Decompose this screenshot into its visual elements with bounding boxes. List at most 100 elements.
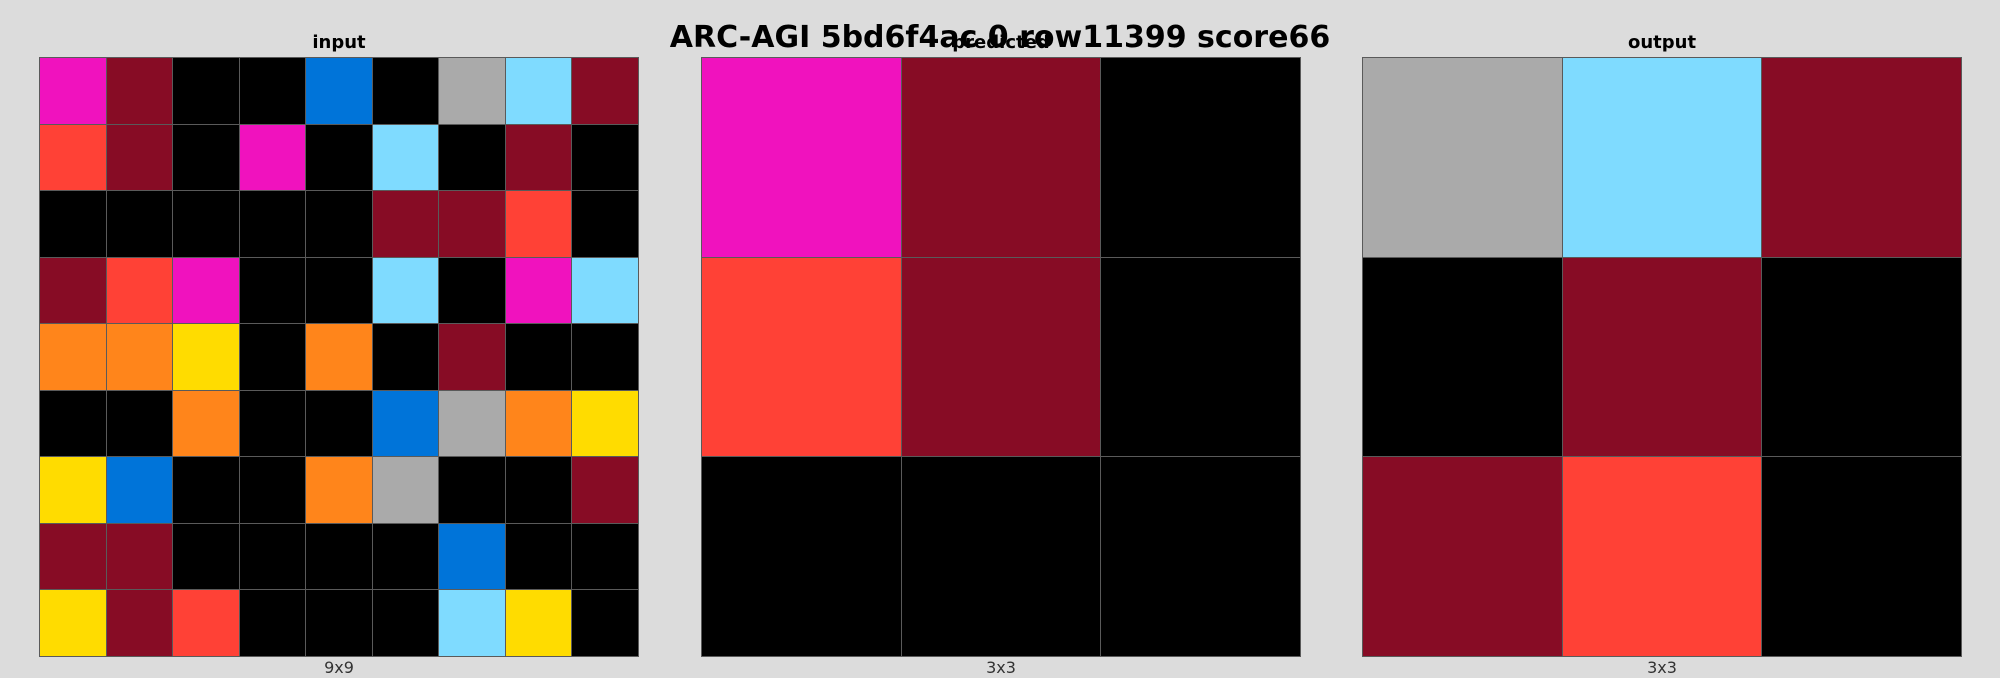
grid-cell [372,523,439,590]
input-grid [39,57,639,657]
grid-cell [1562,58,1762,257]
grid-cell [439,457,505,523]
grid-cell [505,523,572,590]
grid-cell [1762,257,1961,457]
grid-cell [439,257,505,324]
grid-cell [306,124,372,191]
grid-cell [572,58,638,124]
grid-cell [306,58,372,124]
output-panel-title: output [1627,32,1697,53]
grid-cell [106,390,173,457]
grid-cell [439,590,505,656]
grid-cell [1562,257,1762,457]
grid-cell [505,191,572,257]
grid-cell [106,324,173,390]
grid-cell [239,58,306,124]
grid-cell [40,590,106,656]
grid-cell [439,124,505,191]
grid-cell [372,58,439,124]
grid-cell [572,324,638,390]
grid-cell [505,324,572,390]
grid-cell [106,257,173,324]
grid-cell [439,324,505,390]
grid-cell [173,590,239,656]
grid-cell [901,257,1101,457]
predicted-grid [701,57,1301,657]
input-panel-title: input [312,32,366,53]
grid-cell [173,324,239,390]
grid-cell [239,390,306,457]
grid-cell [239,124,306,191]
grid-cell [239,257,306,324]
grid-cell [572,457,638,523]
grid-cell [40,523,106,590]
grid-cell [372,457,439,523]
grid-cell [40,390,106,457]
predicted-panel-title: predicted [952,32,1050,53]
grid-cell [1101,58,1300,257]
output-dims-label: 3x3 [1647,658,1677,677]
grid-cell [40,324,106,390]
grid-cell [1562,457,1762,656]
grid-cell [505,257,572,324]
grid-cell [173,124,239,191]
input-dims-label: 9x9 [324,658,354,677]
grid-cell [106,124,173,191]
grid-cell [572,191,638,257]
grid-cell [505,457,572,523]
grid-cell [239,324,306,390]
output-grid [1362,57,1962,657]
grid-cell [1363,257,1562,457]
grid-cell [306,191,372,257]
grid-cell [372,191,439,257]
grid-cell [439,390,505,457]
grid-cell [40,124,106,191]
grid-cell [372,390,439,457]
grid-cell [306,257,372,324]
grid-cell [173,457,239,523]
grid-cell [306,324,372,390]
predicted-dims-label: 3x3 [986,658,1016,677]
grid-cell [106,58,173,124]
grid-cell [40,257,106,324]
grid-cell [505,124,572,191]
grid-cell [173,257,239,324]
grid-cell [1101,257,1300,457]
grid-cell [505,58,572,124]
grid-cell [173,523,239,590]
grid-cell [572,124,638,191]
grid-cell [173,390,239,457]
grid-cell [173,191,239,257]
grid-cell [702,58,901,257]
grid-cell [106,457,173,523]
grid-cell [572,523,638,590]
grid-cell [40,58,106,124]
grid-cell [106,191,173,257]
grid-cell [901,457,1101,656]
grid-cell [372,590,439,656]
grid-cell [106,590,173,656]
grid-cell [239,590,306,656]
grid-cell [572,390,638,457]
grid-cell [239,523,306,590]
grid-cell [702,457,901,656]
grid-cell [439,523,505,590]
grid-cell [306,590,372,656]
grid-cell [1363,58,1562,257]
grid-cell [306,457,372,523]
grid-cell [106,523,173,590]
grid-cell [239,457,306,523]
grid-cell [1762,457,1961,656]
grid-cell [901,58,1101,257]
grid-cell [1762,58,1961,257]
grid-cell [372,324,439,390]
grid-cell [306,523,372,590]
page-title: ARC-AGI 5bd6f4ac 0 row11399 score66 [669,20,1331,55]
grid-cell [1101,457,1300,656]
grid-cell [1363,457,1562,656]
grid-cell [239,191,306,257]
grid-cell [40,191,106,257]
grid-cell [40,457,106,523]
grid-cell [505,390,572,457]
grid-cell [572,590,638,656]
